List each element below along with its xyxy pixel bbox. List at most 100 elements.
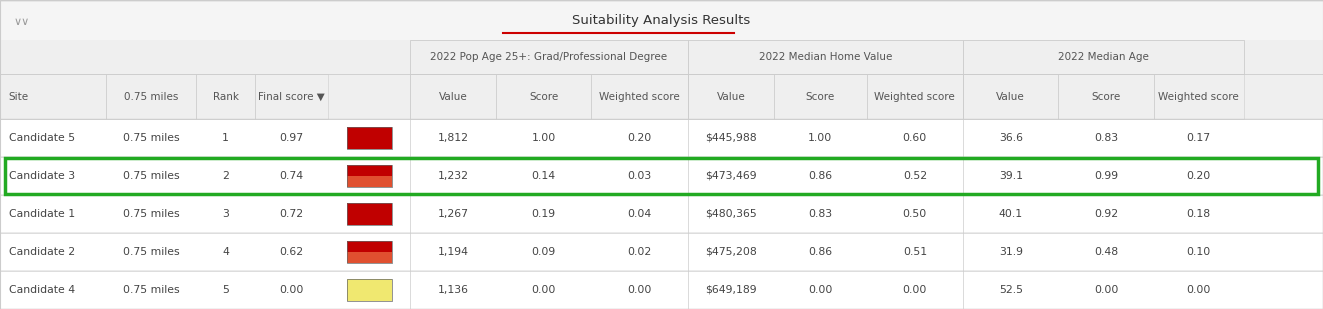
Bar [0,0,1323,2]
Bar [0,195,1323,233]
Text: Suitability Analysis Results: Suitability Analysis Results [573,15,750,28]
Bar [347,214,392,225]
Text: Rank: Rank [213,91,238,102]
Text: 0.00: 0.00 [532,285,556,295]
Text: 1.00: 1.00 [532,133,556,143]
Text: 0.83: 0.83 [1094,133,1118,143]
Text: 0.00: 0.00 [279,285,304,295]
Bar [255,74,328,119]
Bar [0,40,1323,74]
Bar [347,165,392,187]
Text: 0.99: 0.99 [1094,171,1118,181]
Text: 0.75 miles: 0.75 miles [123,285,179,295]
Bar [1058,74,1154,119]
Bar [347,176,392,187]
Text: 0.04: 0.04 [627,209,652,219]
Text: Score: Score [806,91,835,102]
Text: Candidate 3: Candidate 3 [9,171,75,181]
Text: 1.00: 1.00 [808,133,832,143]
Text: 0.00: 0.00 [808,285,832,295]
Text: 0.20: 0.20 [1187,171,1211,181]
Text: Candidate 2: Candidate 2 [9,247,75,257]
Text: 0.03: 0.03 [627,171,652,181]
Text: Value: Value [996,91,1025,102]
Text: 4: 4 [222,247,229,257]
Text: 0.52: 0.52 [902,171,927,181]
Text: Site: Site [8,91,28,102]
Text: 2022 Median Age: 2022 Median Age [1058,52,1148,62]
Text: 0.50: 0.50 [902,209,927,219]
Bar [496,74,591,119]
Bar [347,279,392,290]
Bar [0,233,1323,271]
Bar [347,290,392,301]
Text: 0.14: 0.14 [532,171,556,181]
Bar [1154,74,1244,119]
Text: 0.00: 0.00 [627,285,652,295]
Text: Candidate 4: Candidate 4 [9,285,75,295]
Text: $649,189: $649,189 [705,285,757,295]
Text: 0.19: 0.19 [532,209,556,219]
Text: Weighted score: Weighted score [599,91,680,102]
Bar [0,74,106,119]
Text: $445,988: $445,988 [705,133,757,143]
Bar [591,74,688,119]
Text: 31.9: 31.9 [999,247,1023,257]
Bar [347,138,392,149]
Text: 2022 Pop Age 25+: Grad/Professional Degree: 2022 Pop Age 25+: Grad/Professional Degr… [430,52,668,62]
Text: 0.75 miles: 0.75 miles [123,91,179,102]
Bar [347,241,392,252]
Text: 0.09: 0.09 [532,247,556,257]
Text: Final score ▼: Final score ▼ [258,91,325,102]
Text: 0.86: 0.86 [808,247,832,257]
Bar [347,241,392,263]
Bar [963,74,1058,119]
Bar [688,74,774,119]
Text: 0.75 miles: 0.75 miles [123,171,179,181]
Text: 1,812: 1,812 [438,133,468,143]
Bar [0,119,1323,157]
Text: 40.1: 40.1 [999,209,1023,219]
Text: 1: 1 [222,133,229,143]
Text: 0.74: 0.74 [279,171,304,181]
Text: 0.86: 0.86 [808,171,832,181]
Bar [867,74,963,119]
Text: Value: Value [717,91,745,102]
Text: Score: Score [529,91,558,102]
Bar [410,74,496,119]
Text: ∨∨: ∨∨ [13,17,29,27]
Text: 5: 5 [222,285,229,295]
Text: Score: Score [1091,91,1121,102]
Text: 0.00: 0.00 [1094,285,1118,295]
Text: 0.48: 0.48 [1094,247,1118,257]
Bar [347,165,392,176]
Bar [347,127,392,149]
Text: 1,267: 1,267 [438,209,468,219]
Text: 0.75 miles: 0.75 miles [123,209,179,219]
Text: 1,136: 1,136 [438,285,468,295]
Text: Weighted score: Weighted score [1158,91,1240,102]
Text: Candidate 5: Candidate 5 [9,133,75,143]
Text: $475,208: $475,208 [705,247,757,257]
Text: Candidate 1: Candidate 1 [9,209,75,219]
Text: Weighted score: Weighted score [875,91,955,102]
Text: 0.51: 0.51 [902,247,927,257]
Text: 0.20: 0.20 [627,133,652,143]
Bar [0,157,1323,195]
Text: 39.1: 39.1 [999,171,1023,181]
Text: 2: 2 [222,171,229,181]
Text: 0.00: 0.00 [1187,285,1211,295]
Text: $480,365: $480,365 [705,209,757,219]
Text: 2022 Median Home Value: 2022 Median Home Value [759,52,892,62]
Bar [774,74,867,119]
Bar [0,74,1323,119]
Text: 0.10: 0.10 [1187,247,1211,257]
Text: 0.92: 0.92 [1094,209,1118,219]
Bar [410,40,688,74]
Text: 0.00: 0.00 [902,285,927,295]
Text: 0.83: 0.83 [808,209,832,219]
Bar [347,203,392,214]
Bar [106,74,196,119]
Text: 0.62: 0.62 [279,247,304,257]
Bar [0,0,1323,40]
